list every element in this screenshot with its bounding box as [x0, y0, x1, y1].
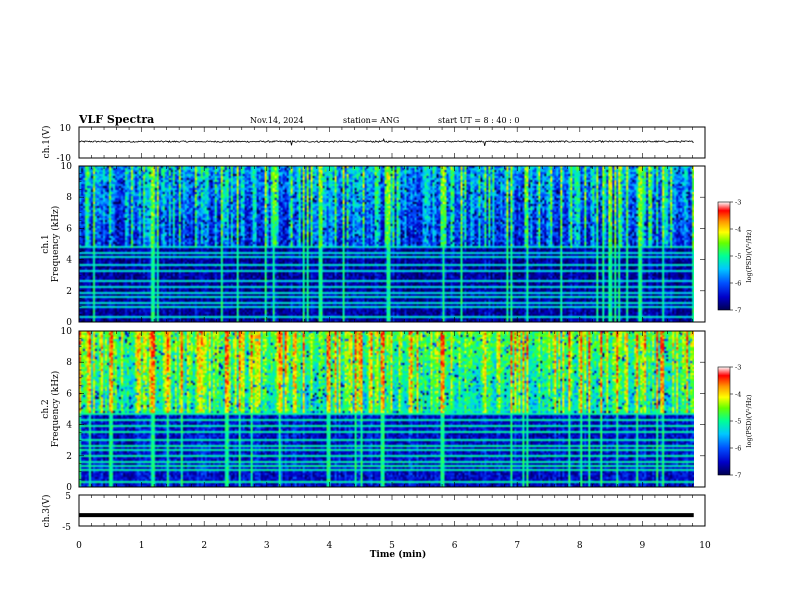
ch1-freq-ylabel: Frequency (kHz) — [50, 206, 61, 283]
ch3-ylabel: ch.3(V) — [41, 495, 52, 528]
time-axis-labels: 0 1 2 3 4 5 6 7 8 9 10 — [76, 541, 711, 551]
ch2-colorbar-ticks: -3 -4 -5 -6 -7 — [730, 364, 741, 480]
ch1-spectrogram-panel: 0 2 4 6 8 10 Frequency (kHz) ch.1 — [41, 162, 706, 328]
y-tick-label: 0 — [66, 318, 72, 328]
y-tick-label: 10 — [61, 162, 73, 172]
ch1-colorbar-gradient — [717, 201, 731, 311]
ch2-freq-ylabel: Frequency (kHz) — [50, 371, 61, 448]
y-tick-label: 8 — [66, 358, 72, 368]
figure-title: VLF Spectra — [78, 113, 154, 126]
ch1-panel: 10 -10 ch.1(V) — [41, 124, 706, 164]
ch3-ytick-bottom: -5 — [62, 523, 71, 533]
ch1-ylabel: ch.1(V) — [41, 126, 52, 159]
date-label: Nov.14, 2024 — [250, 116, 304, 125]
x-tick-label: 0 — [76, 541, 82, 551]
ch2-spectrogram-yaxis: 0 2 4 6 8 10 — [61, 327, 705, 493]
colorbar-tick-label: -7 — [735, 307, 741, 315]
colorbar-tick-label: -3 — [735, 364, 741, 372]
y-tick-label: 6 — [66, 224, 72, 234]
y-tick-label: 4 — [66, 421, 72, 431]
colorbar-tick-label: -5 — [735, 253, 741, 261]
ch1-spectrogram-yaxis: 0 2 4 6 8 10 — [61, 162, 705, 328]
ch3-ytick-top: 5 — [65, 492, 71, 502]
y-tick-label: 2 — [66, 452, 72, 462]
x-tick-label: 1 — [139, 541, 145, 551]
ch1-colorbar-ticks: -3 -4 -5 -6 -7 — [730, 199, 741, 315]
y-tick-label: 10 — [61, 327, 73, 337]
x-tick-label: 6 — [452, 541, 458, 551]
x-tick-label: 8 — [577, 541, 583, 551]
ch2-spectrogram-image — [79, 331, 694, 487]
ch1-ytick-top: 10 — [60, 124, 72, 134]
y-tick-label: 6 — [66, 389, 72, 399]
y-tick-label: 0 — [66, 483, 72, 493]
colorbar-tick-label: -4 — [735, 226, 741, 234]
y-tick-label: 4 — [66, 256, 72, 266]
ch1-ytick-bottom: -10 — [57, 154, 72, 164]
ch3-panel: 5 -5 ch.3(V) — [41, 492, 706, 533]
ch1-waveform-line — [78, 137, 694, 146]
time-axis-ticks — [78, 127, 706, 526]
x-tick-label: 4 — [327, 541, 333, 551]
ch2-colorbar-label: log(PSD)(V²/Hz) — [745, 394, 753, 447]
ch1-colorbar-label: log(PSD)(V²/Hz) — [745, 229, 753, 282]
ch1-channel-label: ch.1 — [41, 234, 51, 253]
x-tick-label: 9 — [640, 541, 646, 551]
colorbar-tick-label: -6 — [735, 445, 741, 453]
y-tick-label: 8 — [66, 193, 72, 203]
x-tick-label: 7 — [514, 541, 520, 551]
x-tick-label: 5 — [389, 541, 395, 551]
ch2-colorbar-gradient — [717, 366, 731, 476]
time-axis-title: Time (min) — [370, 549, 427, 560]
ch2-colorbar: -3 -4 -5 -6 -7 log(PSD)(V²/Hz) — [717, 364, 753, 480]
station-label: station= ANG — [343, 116, 399, 125]
colorbar-tick-label: -6 — [735, 280, 741, 288]
start-time-label: start UT = 8 : 40 : 0 — [438, 116, 519, 125]
ch1-spectrogram-image — [79, 166, 694, 322]
colorbar-tick-label: -3 — [735, 199, 741, 207]
x-tick-label: 10 — [699, 541, 711, 551]
y-tick-label: 2 — [66, 287, 72, 297]
ch2-spectrogram-panel: 0 2 4 6 8 10 Frequency (kHz) ch.2 — [41, 327, 706, 493]
x-tick-label: 2 — [201, 541, 207, 551]
colorbar-tick-label: -7 — [735, 472, 741, 480]
ch1-colorbar: -3 -4 -5 -6 -7 log(PSD)(V²/Hz) — [717, 199, 753, 315]
colorbar-tick-label: -4 — [735, 391, 741, 399]
x-tick-label: 3 — [264, 541, 270, 551]
colorbar-tick-label: -5 — [735, 418, 741, 426]
ch2-channel-label: ch.2 — [41, 399, 51, 418]
